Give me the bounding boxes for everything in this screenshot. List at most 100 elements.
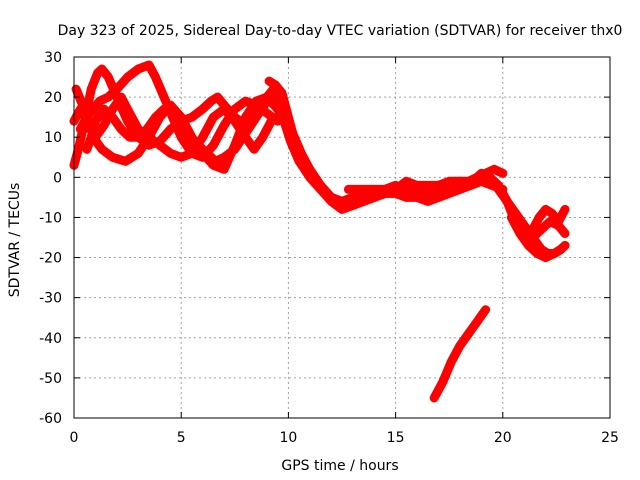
data-point [344, 185, 353, 194]
data-point [125, 109, 134, 118]
data-point [533, 249, 542, 258]
data-point [395, 185, 404, 194]
data-point [378, 189, 387, 198]
data-point [327, 197, 336, 206]
x-tick-label: 20 [494, 430, 512, 446]
data-point [230, 117, 239, 126]
data-point [560, 205, 569, 214]
data-point [123, 73, 132, 82]
data-point [87, 133, 96, 142]
y-tick-label: -50 [39, 371, 62, 387]
data-point [145, 133, 154, 142]
data-point [160, 105, 169, 114]
data-point [520, 233, 529, 242]
data-point [447, 357, 456, 366]
series-sat-n [429, 305, 491, 403]
data-point [550, 249, 559, 258]
data-point [477, 169, 486, 178]
y-tick-label: -10 [39, 210, 62, 226]
series-sat-e [82, 80, 280, 166]
data-point [187, 149, 196, 158]
y-tick-label: -30 [39, 291, 62, 307]
series-trace [71, 84, 276, 162]
data-point [117, 93, 126, 102]
data-point [305, 173, 314, 182]
x-tick-label: 15 [387, 430, 405, 446]
data-point [151, 113, 160, 122]
data-point [198, 105, 207, 114]
data-point [413, 181, 422, 190]
data-point [430, 181, 439, 190]
data-point [338, 205, 346, 214]
data-point [91, 117, 100, 126]
data-point [404, 181, 413, 190]
data-point [528, 233, 537, 242]
series-layer [69, 60, 570, 403]
data-point [511, 221, 520, 230]
y-tick-label: -20 [39, 251, 62, 267]
data-point [273, 105, 282, 114]
data-point [207, 97, 216, 106]
data-point [421, 181, 430, 190]
data-point [134, 133, 143, 142]
x-tick-label: 0 [70, 430, 79, 446]
data-point [481, 305, 490, 314]
x-tick-label: 10 [279, 430, 297, 446]
data-point [187, 113, 196, 122]
data-point [258, 133, 267, 142]
data-point [220, 121, 229, 130]
y-tick-label: -40 [39, 331, 62, 347]
data-point [166, 149, 175, 158]
x-tick-label: 5 [177, 430, 186, 446]
data-point [209, 113, 218, 122]
data-point [134, 65, 143, 74]
data-point [121, 157, 130, 166]
data-point [97, 145, 106, 154]
data-point [560, 229, 569, 238]
data-point [348, 201, 357, 210]
data-point [209, 141, 218, 150]
data-point [430, 393, 439, 402]
data-point [95, 97, 104, 106]
data-point [134, 149, 143, 158]
data-point [269, 93, 278, 102]
data-point [464, 329, 473, 338]
chart-title: Day 323 of 2025, Sidereal Day-to-day VTE… [58, 23, 623, 39]
data-point [97, 65, 106, 74]
data-point [76, 125, 85, 134]
data-point [545, 217, 554, 226]
data-point [535, 213, 544, 222]
data-point [413, 193, 422, 202]
y-tick-label: 0 [53, 170, 62, 186]
data-point [117, 125, 126, 134]
series-sat-m [511, 217, 570, 242]
data-point [473, 317, 482, 326]
data-point [447, 181, 456, 190]
data-point [177, 153, 186, 162]
data-point [359, 197, 368, 206]
data-point [271, 81, 280, 90]
data-point [370, 185, 379, 194]
data-point [74, 145, 83, 154]
data-point [151, 73, 160, 82]
data-point [455, 341, 464, 350]
data-point [353, 185, 362, 194]
data-point [503, 197, 512, 206]
data-point [177, 121, 186, 130]
y-axis-label: SDTVAR / TECUs [7, 183, 23, 298]
data-point [361, 185, 370, 194]
data-point [160, 93, 169, 102]
data-point [316, 185, 325, 194]
y-tick-label: 20 [44, 90, 62, 106]
series-trace [429, 305, 491, 403]
y-tick-label: 10 [44, 130, 62, 146]
data-point [168, 109, 177, 118]
x-axis-label: GPS time / hours [281, 458, 398, 474]
plot-frame [73, 56, 611, 419]
data-point [524, 241, 533, 250]
data-point [423, 197, 432, 206]
data-point [438, 377, 447, 386]
axes-layer: 0 5 10 15 20 25 -60 -50 -40 -30 -20 -10 0 10 20 30 [39, 50, 619, 446]
data-point [295, 157, 304, 166]
